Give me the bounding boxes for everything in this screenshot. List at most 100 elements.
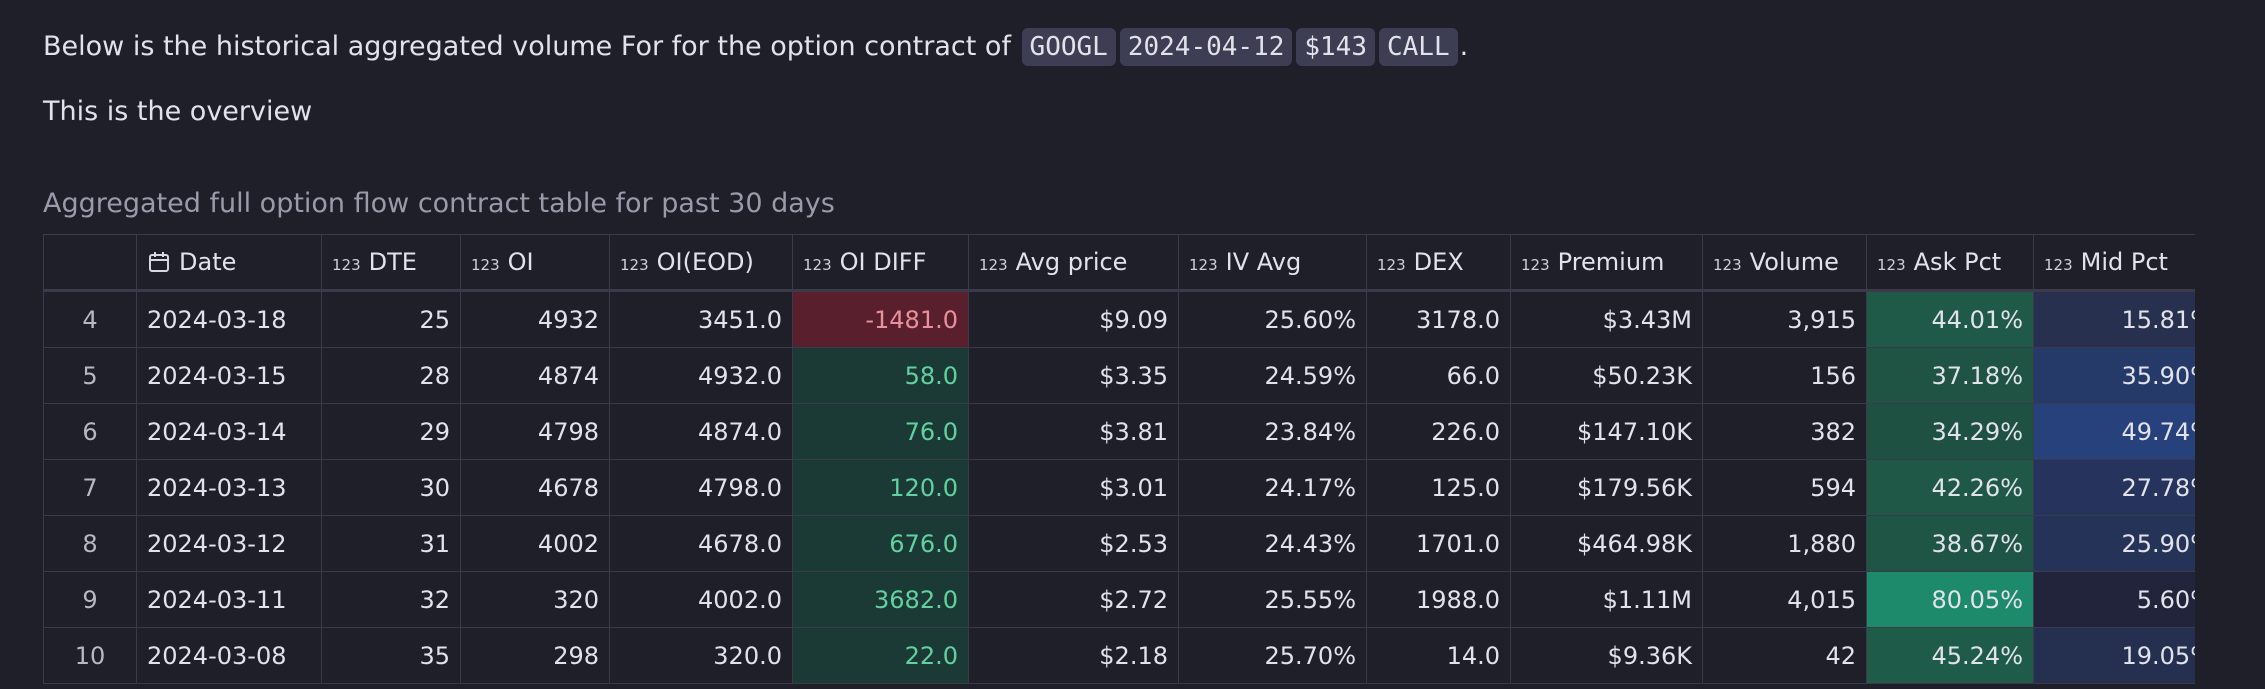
column-header: Date [136,234,322,292]
column-header: 123 OI [460,234,610,292]
table-cell: 382 [1702,403,1867,460]
column-header: 123 Ask Pct [1866,234,2034,292]
table-caption: Aggregated full option flow contract tab… [43,188,835,219]
table-cell: 2024-03-12 [136,515,322,572]
column-header: 123 DTE [321,234,461,292]
table-cell: $2.72 [968,571,1179,628]
table-cell: $3.01 [968,459,1179,516]
table-cell: 1,880 [1702,515,1867,572]
table-cell: 156 [1702,347,1867,404]
table-cell: 14.0 [1366,627,1511,684]
type-badge: 123 [471,256,500,274]
table-cell: 25.55% [1178,571,1367,628]
table-cell: 35.90% [2033,347,2195,404]
header-label: OI [507,248,534,276]
overview: This is the overview [43,96,313,127]
table-row: 7 2024-03-13 30 4678 4798.0 120.0 $3.01 24.17% 1… [43,459,2195,516]
table-row: 9 2024-03-11 32 320 4002.0 3682.0 $2.72 25.55% 1… [43,571,2195,628]
table-cell: $3.43M [1510,290,1703,348]
table-cell: $147.10K [1510,403,1703,460]
table-cell: 320 [460,571,610,628]
contract-tag: CALL [1379,28,1458,66]
header-label: OI DIFF [839,248,927,276]
table-cell: 25.60% [1178,290,1367,348]
header-label: Ask Pct [1913,248,2002,276]
table-cell: 2024-03-15 [136,347,322,404]
table-cell: 31 [321,515,461,572]
table-cell: 9 [43,571,137,628]
table-cell: 24.17% [1178,459,1367,516]
table-cell: 594 [1702,459,1867,516]
table-cell: 4798.0 [609,459,793,516]
table-cell: 42.26% [1866,459,2034,516]
table-cell: $9.09 [968,290,1179,348]
table-cell: 23.84% [1178,403,1367,460]
type-badge: 123 [1713,256,1742,274]
calendar-icon [149,252,169,272]
header-label: DTE [368,248,417,276]
table-wrap: Date 123 DTE 123 OI 123 OI(EOD) 123 OI DIFF 123 Av… [43,234,2195,689]
header-label: DEX [1413,248,1464,276]
table-cell: $2.18 [968,627,1179,684]
table-cell: 120.0 [792,459,969,516]
table-row: 10 2024-03-08 35 298 320.0 22.0 $2.18 25.70% 14.… [43,627,2195,684]
table-row: 8 2024-03-12 31 4002 4678.0 676.0 $2.53 24.43% 1… [43,515,2195,572]
header-label: Premium [1557,248,1665,276]
type-badge: 123 [332,256,361,274]
contract-tag: GOOGL [1021,28,1116,66]
table-cell: 4874.0 [609,403,793,460]
table-cell: 32 [321,571,461,628]
type-badge: 123 [803,256,832,274]
table-cell: 58.0 [792,347,969,404]
header-label: IV Avg [1225,248,1302,276]
table-cell: 24.43% [1178,515,1367,572]
table-cell: 2024-03-14 [136,403,322,460]
column-header [43,234,137,292]
table-cell: 22.0 [792,627,969,684]
table-cell: 5.60% [2033,571,2195,628]
column-header: 123 IV Avg [1178,234,1367,292]
intro-end: . [1459,31,1469,62]
contract-tag: $143 [1296,28,1375,66]
table-cell: 19.05% [2033,627,2195,684]
header-label: Volume [1749,248,1839,276]
data-table: Date 123 DTE 123 OI 123 OI(EOD) 123 OI DIFF 123 Av… [43,234,2195,684]
column-header: 123 OI(EOD) [609,234,793,292]
table-cell: 8 [43,515,137,572]
table-cell: $2.53 [968,515,1179,572]
table-cell: 27.78% [2033,459,2195,516]
intro-text: Below is the historical aggregated volum… [43,31,1011,62]
table-cell: 25.70% [1178,627,1367,684]
table-cell: $50.23K [1510,347,1703,404]
table-cell: 35 [321,627,461,684]
table-cell: 7 [43,459,137,516]
table-cell: $3.35 [968,347,1179,404]
table-cell: 298 [460,627,610,684]
tags: GOOGL 2024-04-12 $143 CALL [1020,28,1460,66]
type-badge: 123 [979,256,1008,274]
table-cell: 320.0 [609,627,793,684]
table-cell: 125.0 [1366,459,1511,516]
table-cell: 226.0 [1366,403,1511,460]
column-header: 123 Volume [1702,234,1867,292]
table-cell: 24.59% [1178,347,1367,404]
table-cell: 42 [1702,627,1867,684]
table-cell: -1481.0 [792,290,969,348]
table-cell: 2024-03-11 [136,571,322,628]
table-row: 4 2024-03-18 25 4932 3451.0 -1481.0 $9.09 25.60… [43,290,2195,348]
table-cell: $3.81 [968,403,1179,460]
table-cell: 49.74% [2033,403,2195,460]
table-cell: $464.98K [1510,515,1703,572]
table-cell: 15.81% [2033,290,2195,348]
type-badge: 123 [1189,256,1218,274]
intro-line: Below is the historical aggregated volum… [43,28,1468,66]
column-header: 123 OI DIFF [792,234,969,292]
table-cell: 30 [321,459,461,516]
table-cell: 76.0 [792,403,969,460]
header-label: Avg price [1015,248,1128,276]
table-cell: 4932.0 [609,347,793,404]
column-header: 123 DEX [1366,234,1511,292]
table-cell: 34.29% [1866,403,2034,460]
table-cell: 2024-03-18 [136,290,322,348]
table-cell: 3,915 [1702,290,1867,348]
